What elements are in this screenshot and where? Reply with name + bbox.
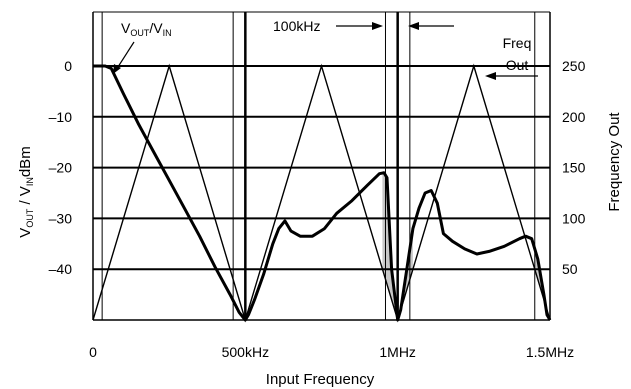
y-left-title-mid: / V xyxy=(17,186,34,209)
x-tick-label-2: 1MHz xyxy=(379,344,416,360)
y-left-tick-label-3: –30 xyxy=(49,210,73,226)
y-axis-right-title: Frequency Out xyxy=(606,112,623,212)
vout-vin-line xyxy=(93,64,552,322)
y-right-tick-label-2: 150 xyxy=(562,160,586,176)
vout-vin-annotation: VOUT/VIN xyxy=(121,20,172,38)
x-tick-label-1: 500kHz xyxy=(222,344,269,360)
y-left-tick-label-4: –40 xyxy=(49,261,73,277)
x-tick-label-3: 1.5MHz xyxy=(526,344,574,360)
y-right-tick-label-0: 250 xyxy=(562,58,586,74)
vout-vin-sub1: OUT xyxy=(130,28,150,38)
frequency-out-line xyxy=(92,63,551,323)
y-left-title-main: V xyxy=(17,228,34,238)
vout-vin-main: V xyxy=(121,20,131,36)
tick-labels: 0 500kHz 1MHz 1.5MHz 0 –10 –20 –30 –40 250 200 150 1… xyxy=(49,58,586,360)
data-series xyxy=(92,63,552,323)
vout-vin-pointer xyxy=(115,41,135,71)
y-left-title-sub2: IN xyxy=(25,177,35,186)
vout-vin-slash: /V xyxy=(149,20,163,36)
vout-vin-sub2: IN xyxy=(163,28,172,38)
x-axis-title: Input Frequency xyxy=(266,371,375,388)
marker-lines xyxy=(101,12,536,320)
y-left-title-sub1: OUT xyxy=(25,208,35,228)
y-left-tick-label-1: –10 xyxy=(49,109,73,125)
bandwidth-left-arrowhead xyxy=(372,22,383,30)
x-tick-label-0: 0 xyxy=(89,344,97,360)
freq-out-annotation-line1: Freq xyxy=(503,35,532,51)
y-axis-left-title: VOUT / VINdBm xyxy=(17,146,35,237)
y-left-tick-label-2: –20 xyxy=(49,160,73,176)
plot-frame xyxy=(92,11,551,321)
freq-out-annotation-line2: Out xyxy=(506,57,529,73)
y-right-tick-label-1: 200 xyxy=(562,109,586,125)
y-left-title-unit: dBm xyxy=(17,146,34,177)
vout-vin-arrowhead xyxy=(113,64,121,74)
y-right-tick-label-4: 50 xyxy=(562,261,578,277)
y-left-tick-label-0: 0 xyxy=(64,58,72,74)
bandwidth-right-arrowhead xyxy=(408,22,419,30)
bandwidth-annotation: 100kHz xyxy=(273,18,320,34)
freq-out-arrowhead xyxy=(485,72,496,80)
y-right-tick-label-3: 100 xyxy=(562,210,586,226)
